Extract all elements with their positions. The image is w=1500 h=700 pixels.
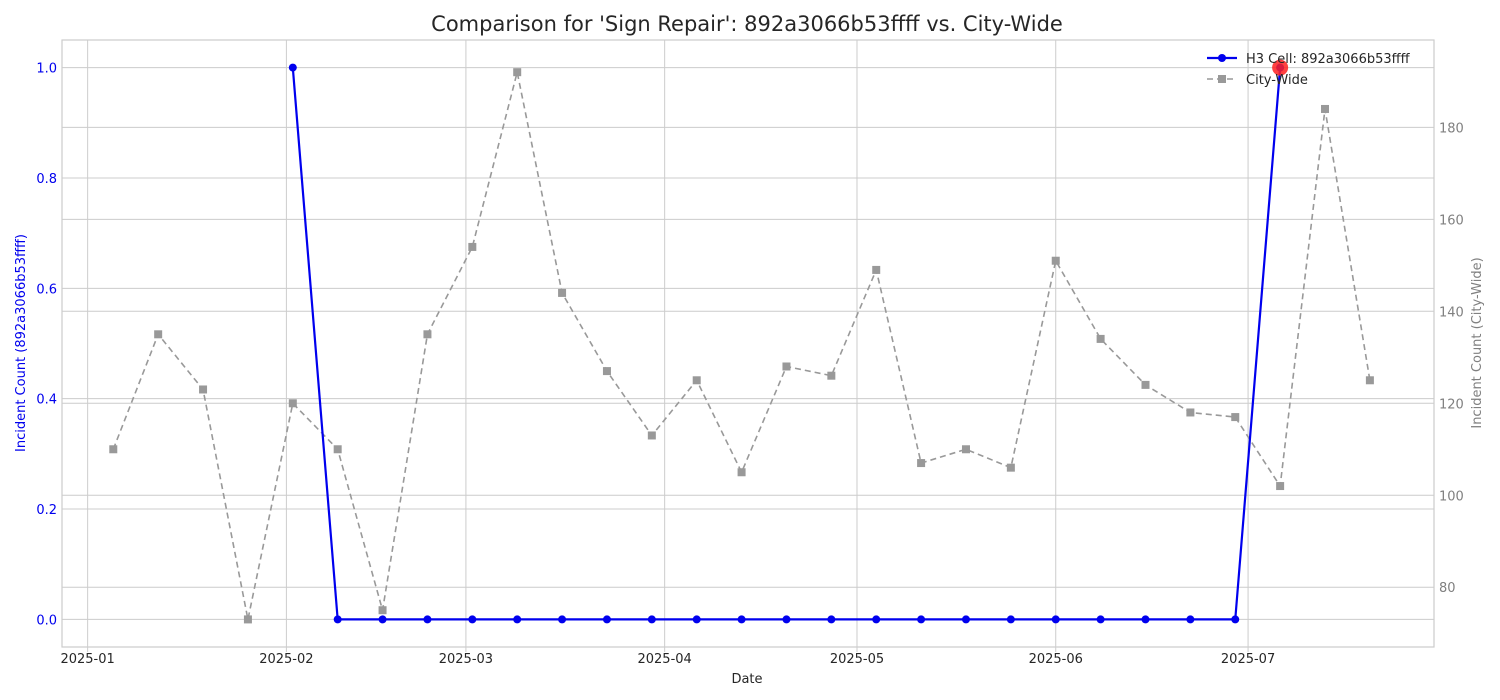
h3-cell-point bbox=[602, 615, 611, 624]
h3-cell-point bbox=[378, 615, 387, 624]
grid bbox=[62, 40, 1434, 647]
h3-cell-point bbox=[1006, 615, 1015, 624]
city-wide-point bbox=[1141, 380, 1150, 389]
plot-frame bbox=[61, 39, 1435, 648]
city-wide-point bbox=[468, 242, 477, 251]
series-layer bbox=[109, 59, 1374, 624]
y-tick-label-left: 0.8 bbox=[36, 172, 57, 187]
legend-city-label: City-Wide bbox=[1246, 73, 1308, 88]
h3-cell-point bbox=[1186, 615, 1195, 624]
h3-cell-line bbox=[291, 67, 1282, 621]
x-tick-label: 2025-04 bbox=[637, 652, 691, 667]
city-wide-point bbox=[1096, 334, 1105, 343]
y-tick-label-left: 1.0 bbox=[36, 62, 57, 77]
city-wide-point bbox=[872, 265, 881, 274]
axes: 2025-01 2025-02 2025-03 2025-04 2025-05 2025-… bbox=[36, 62, 1464, 667]
x-tick-label: 2025-01 bbox=[60, 652, 114, 667]
city-wide-point bbox=[378, 606, 387, 615]
h3-cell-point bbox=[917, 615, 926, 624]
city-wide-point bbox=[1186, 408, 1195, 417]
y-axis-label-right: Incident Count (City-Wide) bbox=[1470, 257, 1485, 428]
y-tick-label-right: 100 bbox=[1439, 489, 1464, 504]
h3-cell-point bbox=[1231, 615, 1240, 624]
h3-cell-point bbox=[1141, 615, 1150, 624]
legend: H3 Cell: 892a3066b53ffff City-Wide bbox=[1207, 52, 1411, 88]
x-tick-label: 2025-02 bbox=[259, 652, 313, 667]
city-wide-point bbox=[1231, 413, 1240, 422]
x-tick-label: 2025-05 bbox=[830, 652, 884, 667]
h3-cell-point bbox=[737, 615, 746, 624]
x-tick-label: 2025-03 bbox=[439, 652, 493, 667]
city-wide-point bbox=[513, 68, 522, 77]
y-tick-label-left: 0.4 bbox=[36, 393, 57, 408]
x-axis-label: Date bbox=[731, 672, 762, 687]
h3-cell-point bbox=[1096, 615, 1105, 624]
city-wide-point bbox=[1051, 256, 1060, 265]
h3-cell-point bbox=[423, 615, 432, 624]
h3-cell-point bbox=[827, 615, 836, 624]
city-wide-point bbox=[692, 376, 701, 385]
city-wide-point bbox=[288, 399, 297, 408]
city-wide-point bbox=[1006, 463, 1015, 472]
h3-cell-point bbox=[647, 615, 656, 624]
city-wide-point bbox=[199, 385, 208, 394]
h3-cell-point bbox=[1051, 615, 1060, 624]
city-wide-point bbox=[1321, 104, 1330, 113]
y-tick-label-left: 0.6 bbox=[36, 282, 57, 297]
h3-cell-point bbox=[333, 615, 342, 624]
h3-cell-point bbox=[961, 615, 970, 624]
chart-title: Comparison for 'Sign Repair': 892a3066b5… bbox=[431, 12, 1063, 36]
y-tick-label-left: 0.2 bbox=[36, 503, 57, 518]
city-wide-point bbox=[423, 330, 432, 339]
legend-city-marker bbox=[1218, 75, 1226, 83]
city-wide-point bbox=[154, 330, 163, 339]
y-tick-label-right: 80 bbox=[1439, 581, 1456, 596]
city-wide-point bbox=[782, 362, 791, 371]
x-tick-label: 2025-07 bbox=[1221, 652, 1275, 667]
city-wide-point bbox=[737, 468, 746, 477]
city-wide-point bbox=[243, 615, 252, 624]
h3-cell-point bbox=[872, 615, 881, 624]
city-wide-point bbox=[1365, 376, 1374, 385]
legend-cell-label: H3 Cell: 892a3066b53ffff bbox=[1246, 52, 1411, 67]
y-tick-label-right: 160 bbox=[1439, 213, 1464, 228]
h3-cell-point bbox=[513, 615, 522, 624]
h3-cell-point bbox=[692, 615, 701, 624]
legend-cell-marker bbox=[1218, 54, 1226, 62]
city-wide-point bbox=[647, 431, 656, 440]
city-wide-line bbox=[112, 71, 1371, 620]
y-tick-label-right: 120 bbox=[1439, 397, 1464, 412]
city-wide-point bbox=[333, 445, 342, 454]
city-wide-point bbox=[827, 371, 836, 380]
y-tick-label-right: 140 bbox=[1439, 305, 1464, 320]
x-tick-label: 2025-06 bbox=[1029, 652, 1083, 667]
h3-cell-point bbox=[468, 615, 477, 624]
y-axis-label-left: Incident Count (892a3066b53ffff) bbox=[14, 234, 29, 452]
city-wide-point bbox=[558, 288, 567, 297]
highlight-point bbox=[1272, 59, 1289, 76]
h3-cell-point bbox=[782, 615, 791, 624]
city-wide-point bbox=[1276, 482, 1285, 491]
city-wide-point bbox=[917, 459, 926, 468]
city-wide-point bbox=[109, 445, 118, 454]
y-tick-label-right: 180 bbox=[1439, 121, 1464, 136]
h3-cell-point bbox=[558, 615, 567, 624]
y-tick-label-left: 0.0 bbox=[36, 613, 57, 628]
city-wide-point bbox=[961, 445, 970, 454]
city-wide-point bbox=[602, 367, 611, 376]
h3-cell-point bbox=[288, 63, 297, 72]
